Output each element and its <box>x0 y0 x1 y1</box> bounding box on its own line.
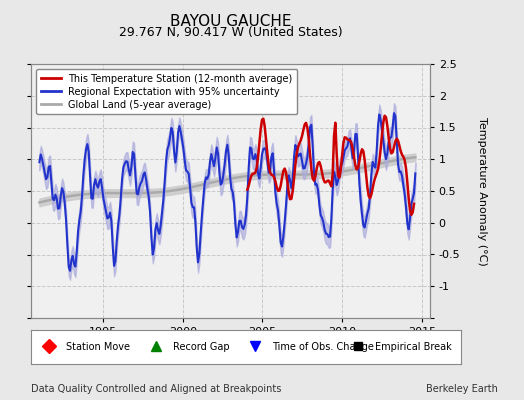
Text: Record Gap: Record Gap <box>173 342 230 352</box>
Text: BAYOU GAUCHE: BAYOU GAUCHE <box>170 14 291 29</box>
Y-axis label: Temperature Anomaly (°C): Temperature Anomaly (°C) <box>477 117 487 265</box>
Text: Station Move: Station Move <box>66 342 130 352</box>
Text: Time of Obs. Change: Time of Obs. Change <box>272 342 374 352</box>
Text: Data Quality Controlled and Aligned at Breakpoints: Data Quality Controlled and Aligned at B… <box>31 384 282 394</box>
Text: 29.767 N, 90.417 W (United States): 29.767 N, 90.417 W (United States) <box>119 26 342 39</box>
Text: Berkeley Earth: Berkeley Earth <box>426 384 498 394</box>
Legend: This Temperature Station (12-month average), Regional Expectation with 95% uncer: This Temperature Station (12-month avera… <box>36 69 298 114</box>
Text: Empirical Break: Empirical Break <box>375 342 452 352</box>
